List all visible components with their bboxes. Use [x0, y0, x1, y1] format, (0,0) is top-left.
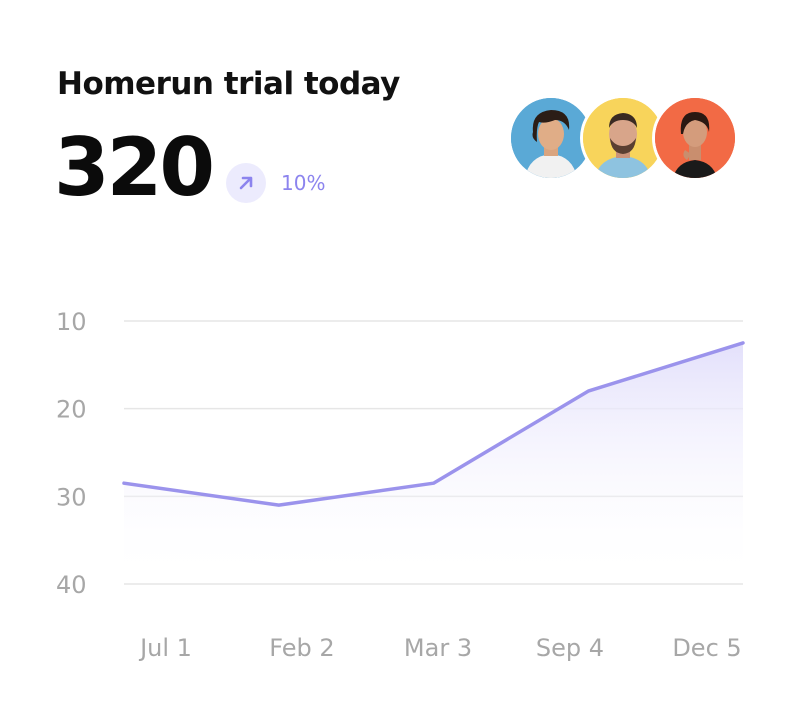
x-tick-label: Sep 4	[536, 634, 604, 662]
avatar[interactable]	[652, 95, 738, 181]
change-percent: 10%	[281, 171, 326, 195]
series-line	[122, 341, 745, 507]
x-axis: Jul 1 Feb 2 Mar 3 Sep 4 Dec 5	[138, 634, 742, 662]
trial-count: 320	[54, 121, 215, 214]
x-tick-label: Jul 1	[138, 634, 192, 662]
y-tick-label: 10	[56, 308, 87, 336]
arrow-up-right-icon	[226, 163, 266, 203]
y-tick-label: 30	[56, 483, 87, 511]
x-tick-label: Feb 2	[269, 634, 334, 662]
avatar-group	[508, 95, 743, 181]
y-axis: 10 20 30 40	[56, 308, 87, 599]
series-area	[124, 342, 743, 584]
y-tick-label: 40	[56, 571, 87, 599]
x-tick-label: Mar 3	[404, 634, 472, 662]
x-tick-label: Dec 5	[672, 634, 741, 662]
card-title: Homerun trial today	[57, 66, 400, 102]
y-tick-label: 20	[56, 396, 87, 424]
